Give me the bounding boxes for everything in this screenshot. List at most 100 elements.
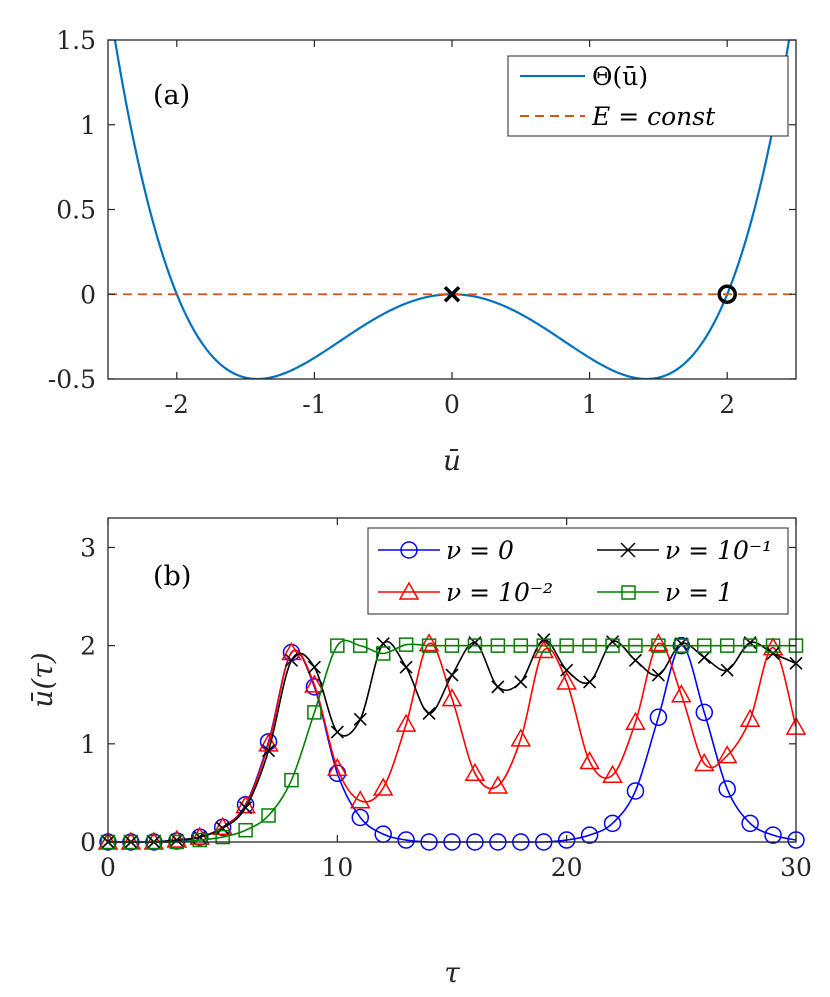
point-triangle: [716, 745, 738, 764]
point-circle: [351, 808, 370, 827]
point-square: [215, 829, 230, 845]
point-triangle: [739, 708, 761, 728]
panel-b: 0 10 20 30 0 1 2 3 (b) τ ū(τ) ν = 0 ν = 10⁻¹ ν …: [26, 517, 812, 989]
x-marker: [443, 286, 461, 303]
point-x: [261, 744, 276, 758]
panel-label-b: (b): [153, 561, 191, 592]
point-square: [353, 638, 368, 653]
legend-label-nu0: ν = 0: [446, 536, 514, 565]
ytick-label: 0: [80, 828, 96, 857]
point-x: [514, 675, 528, 689]
series-square: [100, 637, 804, 850]
ytick-label: 2: [80, 632, 96, 661]
point-square: [559, 638, 574, 653]
legend-a: Θ(ū) E = const: [507, 55, 789, 137]
ytick-label: 3: [80, 533, 96, 562]
point-square: [719, 638, 735, 653]
legend-label-e: E = const: [591, 102, 716, 131]
point-square: [398, 637, 414, 652]
point-square: [467, 638, 483, 653]
ticks-a: -2 -1 0 1 2 -0.5 0 0.5 1 1.5: [48, 26, 796, 419]
axes-box-b: [107, 517, 797, 843]
point-circle: [557, 831, 576, 849]
point-x: [560, 663, 574, 677]
point-triangle: [235, 795, 256, 814]
legend-box-a: [507, 55, 789, 137]
xtick-label: -1: [302, 390, 326, 419]
xtick-label: -2: [165, 390, 189, 419]
ylabel-b: ū(τ): [26, 652, 59, 707]
point-square: [628, 638, 643, 653]
xtick-label: 20: [551, 853, 583, 882]
point-square: [742, 638, 758, 653]
ytick-label: 0.5: [56, 196, 96, 225]
point-square: [330, 638, 345, 653]
point-x: [422, 706, 436, 720]
point-circle: [741, 814, 759, 833]
point-triangle: [327, 757, 348, 777]
point-triangle: [304, 674, 325, 693]
point-square: [605, 638, 620, 653]
point-x: [491, 680, 505, 694]
legend-marker-nu001: [398, 581, 420, 600]
point-triangle: [372, 777, 394, 796]
xtick-label: 2: [719, 390, 735, 419]
point-triangle: [349, 790, 371, 809]
point-circle: [718, 780, 736, 798]
point-triangle: [579, 750, 600, 770]
point-circle: [695, 703, 714, 722]
point-triangle: [648, 633, 669, 652]
point-square: [582, 638, 597, 653]
point-square: [261, 808, 276, 823]
point-x: [216, 821, 230, 835]
point-triangle: [487, 775, 509, 794]
point-x: [583, 675, 597, 689]
point-circle: [649, 708, 668, 727]
curves-a: [108, 40, 796, 379]
panel-a: -2 -1 0 1 2 -0.5 0 0.5 1 1.5 (a) ū Θ(ū) E = const: [48, 26, 797, 477]
ticks-b: 0 10 20 30 0 1 2 3: [80, 518, 812, 882]
point-square: [421, 638, 437, 653]
xlabel-a: ū: [443, 444, 461, 477]
point-circle: [397, 831, 415, 849]
panel-label-a: (a): [153, 80, 190, 111]
point-square: [375, 646, 391, 661]
point-x: [330, 725, 344, 739]
point-triangle: [418, 633, 440, 652]
point-x: [697, 650, 711, 664]
xtick-label: 0: [444, 390, 460, 419]
point-triangle: [693, 752, 715, 772]
point-square: [490, 638, 506, 653]
ytick-label: 0: [80, 280, 96, 309]
point-square: [765, 638, 781, 653]
point-x: [399, 660, 413, 674]
point-triangle: [464, 762, 486, 782]
xtick-label: 0: [100, 853, 116, 882]
point-x: [307, 660, 321, 674]
point-triangle: [671, 684, 692, 703]
point-square: [651, 638, 666, 653]
point-square: [697, 638, 712, 653]
legend-label-nu1: ν = 1: [665, 578, 733, 607]
legend-marker-nu01: [620, 542, 636, 558]
point-x: [239, 801, 253, 815]
xtick-label: 30: [780, 853, 812, 882]
point-x: [284, 653, 299, 667]
legend-box-b: [367, 527, 789, 615]
legend-label-nu001: ν = 10⁻²: [446, 578, 553, 607]
point-square: [192, 832, 207, 848]
point-square: [674, 638, 689, 653]
point-square: [238, 822, 253, 838]
point-square: [444, 638, 460, 653]
legend-label-theta: Θ(ū): [592, 62, 648, 91]
series-line: [107, 642, 796, 843]
ytick-label: -0.5: [48, 365, 96, 394]
ytick-label: 1: [80, 111, 96, 140]
legend-marker-nu0: [400, 541, 418, 559]
point-x: [651, 668, 665, 682]
point-triangle: [510, 728, 532, 747]
point-circle: [626, 782, 645, 800]
ytick-label: 1.5: [56, 26, 96, 55]
point-x: [720, 663, 734, 677]
